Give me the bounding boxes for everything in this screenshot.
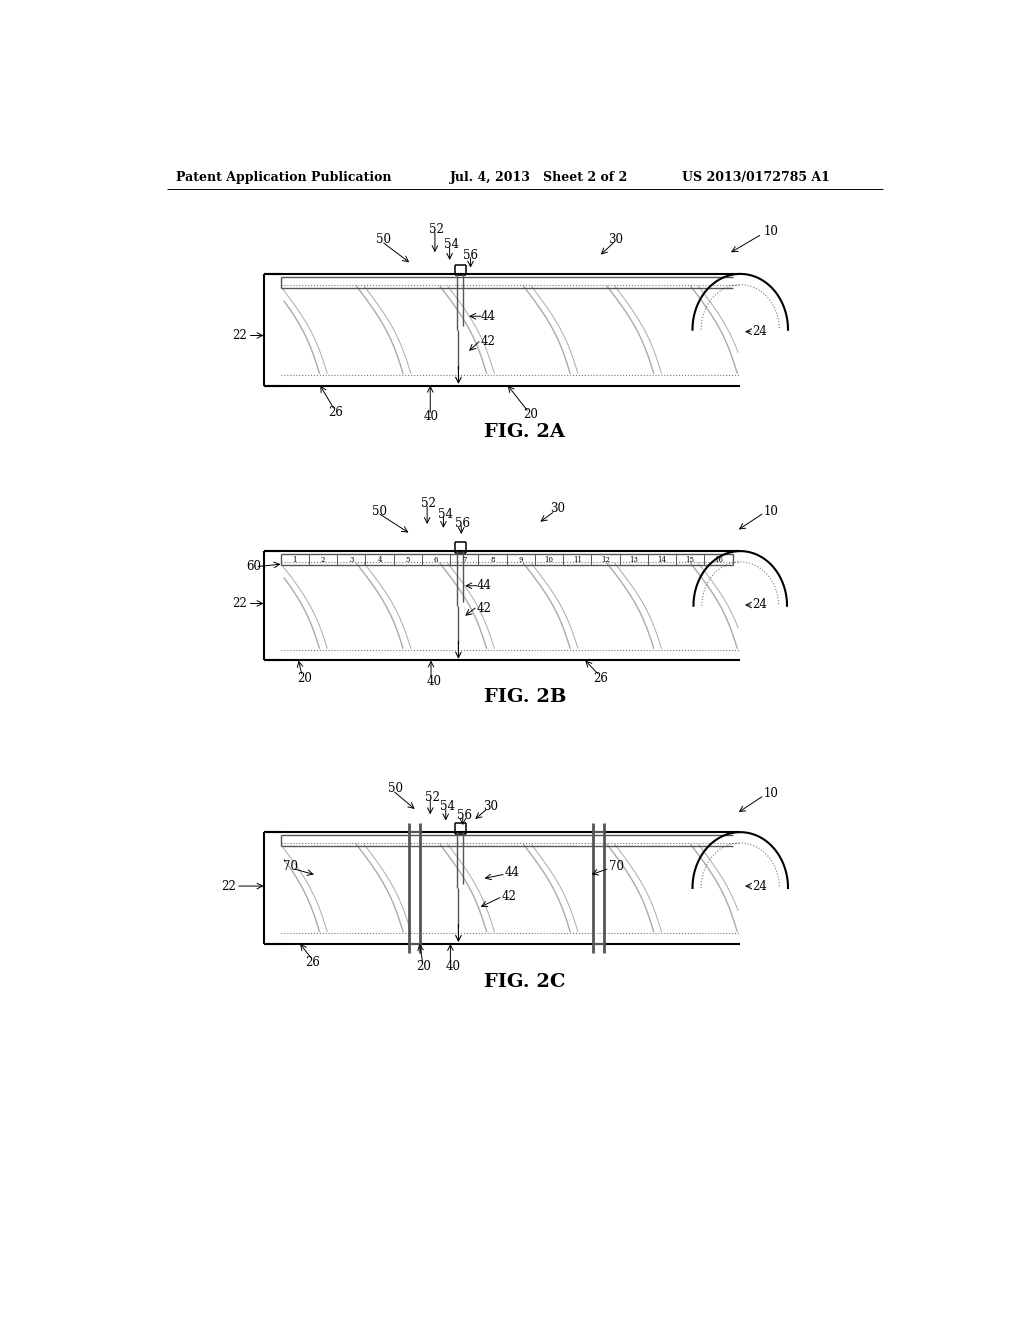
Text: 54: 54 [440,800,456,813]
Text: 24: 24 [752,325,767,338]
Text: 50: 50 [372,504,387,517]
Text: 6: 6 [434,556,438,564]
Text: FIG. 2A: FIG. 2A [484,422,565,441]
Text: 30: 30 [483,800,498,813]
Text: 40: 40 [424,409,439,422]
Text: 70: 70 [283,861,298,874]
Text: 42: 42 [480,335,496,348]
Text: 50: 50 [376,232,391,246]
Text: 22: 22 [232,329,248,342]
Text: 40: 40 [445,961,461,973]
Text: 10: 10 [764,224,778,238]
Text: 52: 52 [425,791,439,804]
Text: 56: 56 [455,517,470,529]
Text: 22: 22 [232,597,248,610]
Text: FIG. 2B: FIG. 2B [483,689,566,706]
Text: 2: 2 [321,556,326,564]
Text: 54: 54 [438,508,453,520]
Text: 14: 14 [657,556,667,564]
Text: 10: 10 [764,504,778,517]
Text: 50: 50 [388,781,402,795]
Text: 7: 7 [462,556,467,564]
Text: 3: 3 [349,556,353,564]
Text: 20: 20 [523,408,539,421]
Text: US 2013/0172785 A1: US 2013/0172785 A1 [682,172,830,185]
Text: 15: 15 [686,556,694,564]
Text: 60: 60 [246,560,261,573]
Text: 26: 26 [305,956,319,969]
Text: 42: 42 [477,602,492,615]
Text: Jul. 4, 2013   Sheet 2 of 2: Jul. 4, 2013 Sheet 2 of 2 [450,172,628,185]
Text: 10: 10 [764,787,778,800]
Text: 20: 20 [417,961,431,973]
Text: 24: 24 [752,598,767,611]
Text: 5: 5 [406,556,410,564]
Text: 44: 44 [505,866,519,879]
Text: 8: 8 [490,556,495,564]
Text: 54: 54 [444,238,459,251]
Text: 42: 42 [502,890,516,903]
Text: FIG. 2C: FIG. 2C [484,973,565,991]
Text: 44: 44 [477,579,492,593]
Text: 26: 26 [593,672,608,685]
Text: 16: 16 [714,556,723,564]
Text: 52: 52 [421,496,436,510]
Text: 44: 44 [480,310,496,323]
Text: 10: 10 [545,556,553,564]
Text: 1: 1 [293,556,297,564]
Text: 13: 13 [629,556,638,564]
Text: 52: 52 [429,223,443,236]
Text: 24: 24 [752,879,767,892]
Text: 11: 11 [572,556,582,564]
Text: 30: 30 [550,502,565,515]
Text: 9: 9 [518,556,523,564]
Text: 20: 20 [297,672,312,685]
Text: 56: 56 [463,249,478,261]
Text: 70: 70 [608,861,624,874]
Text: 12: 12 [601,556,610,564]
Text: 26: 26 [328,407,343,418]
Text: 30: 30 [608,232,624,246]
Text: 4: 4 [377,556,382,564]
Text: 56: 56 [458,809,472,822]
Text: Patent Application Publication: Patent Application Publication [176,172,391,185]
Text: 22: 22 [221,879,236,892]
Text: 40: 40 [426,675,441,688]
